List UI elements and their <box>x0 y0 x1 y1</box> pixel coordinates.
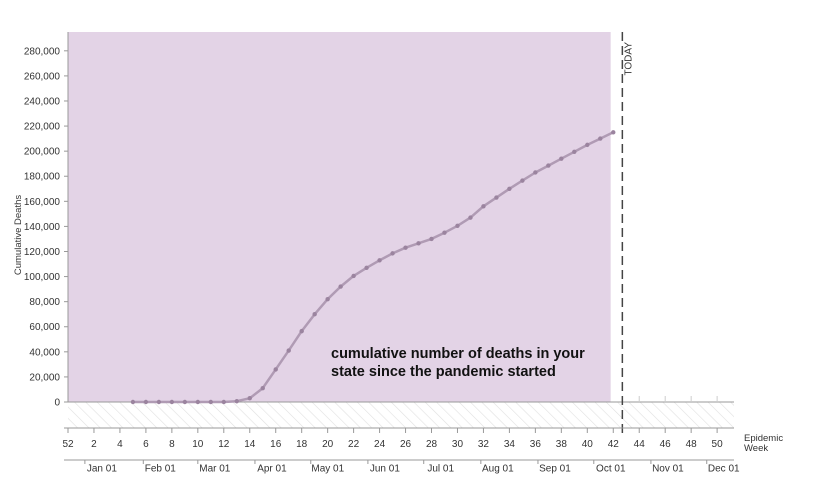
week-tick-label: 52 <box>62 439 74 450</box>
week-tick-label: 22 <box>348 439 360 450</box>
month-tick-label: Feb 01 <box>145 464 177 475</box>
week-tick-label: 50 <box>712 439 724 450</box>
y-tick-label: 20,000 <box>29 372 60 383</box>
week-tick-label: 26 <box>400 439 412 450</box>
y-tick-label: 0 <box>54 398 60 409</box>
y-tick-label: 40,000 <box>29 347 60 358</box>
month-tick-label: Oct 01 <box>596 464 626 475</box>
data-point <box>559 156 564 161</box>
week-tick-label: 18 <box>296 439 308 450</box>
y-tick-label: 120,000 <box>24 247 61 258</box>
data-point <box>572 149 577 154</box>
week-tick-label: 16 <box>270 439 282 450</box>
data-point <box>585 142 590 148</box>
week-tick-label: 32 <box>478 439 490 450</box>
data-point <box>312 312 317 317</box>
y-tick-label: 180,000 <box>24 172 61 183</box>
week-tick-label: 40 <box>582 439 594 450</box>
week-tick-label: 6 <box>143 439 149 450</box>
y-tick-label: 200,000 <box>24 147 61 158</box>
data-point <box>507 186 512 191</box>
data-point <box>598 136 603 141</box>
data-point <box>377 258 382 263</box>
y-tick-label: 160,000 <box>24 197 61 208</box>
month-tick-label: Jun 01 <box>370 464 400 475</box>
month-tick-label: May 01 <box>311 464 344 475</box>
data-point <box>481 204 486 209</box>
data-point <box>234 399 239 404</box>
month-tick-label: Jul 01 <box>427 464 454 475</box>
month-tick-label: Dec 01 <box>708 464 740 475</box>
y-axis-title: Cumulative Deaths <box>13 195 24 276</box>
week-tick-label: 24 <box>374 439 386 450</box>
y-tick-label: 140,000 <box>24 222 61 233</box>
data-point <box>130 399 136 405</box>
month-tick-label: Apr 01 <box>257 464 287 475</box>
week-tick-label: 14 <box>244 439 256 450</box>
data-point <box>494 195 499 200</box>
data-point <box>611 130 616 135</box>
data-point <box>208 399 214 405</box>
data-point <box>468 215 473 220</box>
y-tick-label: 280,000 <box>24 46 61 57</box>
data-point <box>351 273 356 279</box>
data-point <box>455 223 460 228</box>
past-period-shade <box>68 32 611 402</box>
week-tick-label: 12 <box>218 439 230 450</box>
data-point <box>221 399 226 405</box>
month-tick-label: Aug 01 <box>482 464 514 475</box>
data-point <box>520 178 525 183</box>
week-tick-label: 36 <box>530 439 542 450</box>
data-point <box>182 399 188 405</box>
data-point <box>143 399 149 405</box>
data-point <box>299 328 304 334</box>
month-tick-label: Nov 01 <box>652 464 684 475</box>
week-tick-label: 48 <box>686 439 698 450</box>
week-tick-label: 4 <box>117 439 123 450</box>
data-point <box>390 251 395 256</box>
data-point <box>325 296 330 302</box>
data-point <box>169 399 175 405</box>
hatched-band <box>68 402 734 428</box>
data-point <box>546 163 551 168</box>
data-point <box>416 241 421 246</box>
month-tick-label: Jan 01 <box>87 464 117 475</box>
week-tick-label: 10 <box>192 439 204 450</box>
data-point <box>260 386 265 391</box>
data-point <box>286 348 291 353</box>
week-tick-label: 38 <box>556 439 568 450</box>
week-tick-label: 44 <box>634 439 646 450</box>
week-tick-label: 46 <box>660 439 672 450</box>
y-tick-label: 260,000 <box>24 71 61 82</box>
y-tick-label: 100,000 <box>24 272 61 283</box>
data-point <box>429 236 434 242</box>
y-tick-label: 80,000 <box>29 297 60 308</box>
week-tick-label: 28 <box>426 439 438 450</box>
month-tick-label: Sep 01 <box>539 464 571 475</box>
month-tick-label: Mar 01 <box>199 464 231 475</box>
data-point <box>442 230 447 235</box>
annotation-line: state since the pandemic started <box>331 364 556 380</box>
week-tick-label: 34 <box>504 439 516 450</box>
y-tick-label: 240,000 <box>24 96 61 107</box>
y-tick-label: 60,000 <box>29 322 60 333</box>
today-label: TODAY <box>623 42 634 76</box>
data-point <box>247 396 252 401</box>
data-point <box>156 399 162 405</box>
week-tick-label: 42 <box>608 439 620 450</box>
week-tick-label: 8 <box>169 439 175 450</box>
data-point <box>364 265 369 270</box>
y-tick-label: 220,000 <box>24 122 61 133</box>
week-tick-label: 30 <box>452 439 464 450</box>
annotation-line: cumulative number of deaths in your <box>331 346 585 362</box>
data-point <box>533 170 538 175</box>
x-axis-title: Epidemic Week <box>744 433 783 454</box>
data-point <box>403 245 408 250</box>
data-point <box>273 367 278 372</box>
week-tick-label: 2 <box>91 439 97 450</box>
data-point <box>338 284 343 289</box>
data-point <box>195 399 201 405</box>
week-tick-label: 20 <box>322 439 334 450</box>
